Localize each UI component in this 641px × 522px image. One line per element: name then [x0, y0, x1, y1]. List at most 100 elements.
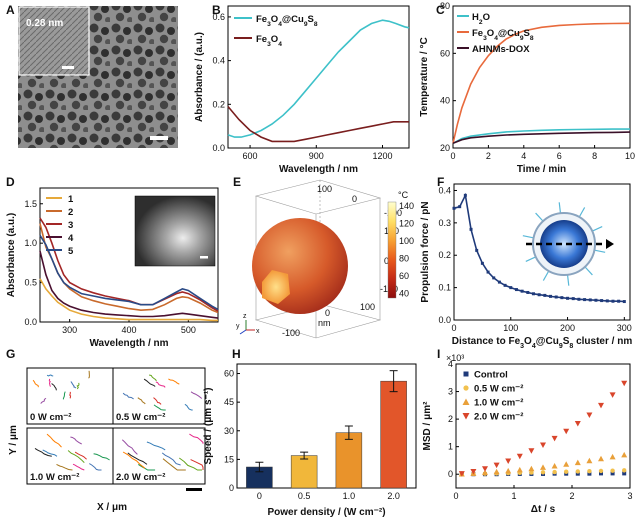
legend-marker	[463, 385, 469, 391]
legend-label: Control	[474, 370, 508, 381]
marker-2	[528, 465, 535, 472]
panel-label-a: A	[6, 3, 15, 17]
data-point	[611, 299, 615, 303]
x-tick-label: 500	[181, 325, 196, 335]
arrow-head	[606, 239, 614, 249]
x-tick-label: 1200	[372, 151, 392, 161]
marker-2	[621, 451, 628, 458]
marker-3	[609, 392, 616, 398]
trajectory-track	[34, 447, 52, 457]
g-scale-bar	[186, 488, 202, 491]
series-line-3	[39, 250, 219, 319]
data-point	[531, 292, 535, 296]
marker-3	[516, 453, 523, 460]
x-tick-label: 0	[453, 491, 458, 501]
ligand	[558, 202, 562, 215]
marker-2	[586, 457, 593, 464]
marker-0	[610, 471, 615, 476]
legend-marker	[463, 371, 469, 377]
y-axis-label: Absorbance (a.u.)	[6, 213, 17, 297]
marker-3	[621, 380, 628, 387]
legend-label: Fe3O4	[256, 34, 282, 48]
marker-3	[586, 412, 593, 418]
panel-g: G Y / μm X / μm 0 W cm⁻² 0.5 W cm⁻² 1.0 W …	[6, 347, 206, 513]
x-tick-label: 200	[560, 323, 575, 333]
y-tick-label: 0.5	[24, 278, 37, 288]
panel-label-c: C	[436, 3, 445, 17]
x-tick-label: 4	[521, 151, 526, 161]
e-tick-bottom-0: -100	[282, 328, 300, 338]
x-tick-label: 600	[243, 151, 258, 161]
trajectory-track	[161, 452, 181, 466]
trajectory-track	[153, 397, 162, 405]
marker-1	[610, 468, 615, 473]
marker-0	[622, 471, 627, 476]
series-line-0	[452, 128, 630, 145]
core	[540, 220, 588, 268]
y-tick-label: 3	[448, 387, 453, 397]
trajectory-track	[46, 374, 54, 377]
data-point	[566, 296, 570, 300]
y-tick-label: 0.4	[212, 56, 225, 66]
x-axis-label: Wavelength / nm	[89, 338, 168, 349]
y-axis-label: MSD / μm²	[422, 401, 433, 451]
g-xlabel: X / μm	[97, 502, 127, 513]
plot-frame	[227, 5, 410, 149]
marker-3	[551, 435, 558, 442]
y-tick-label: 0	[229, 483, 234, 493]
marker-2	[609, 453, 616, 460]
legend-label: Fe3O4@Cu9S8	[256, 14, 318, 28]
trajectory-track	[51, 383, 57, 391]
trajectory-track	[138, 463, 156, 471]
data-point	[600, 299, 604, 303]
trajectory-frame	[112, 367, 206, 425]
data-point	[492, 276, 496, 280]
inset-scale-text: 0.28 nm	[26, 18, 63, 29]
y-multiplier: ×10³	[446, 353, 464, 363]
g-ylabel: Y / μm	[8, 425, 19, 455]
series-line-0	[39, 278, 218, 322]
trajectory-track	[179, 457, 202, 471]
x-axis-label: Power density / (W cm⁻²)	[267, 507, 385, 518]
data-point	[475, 248, 479, 252]
trajectory-track	[184, 403, 193, 411]
legend-label: 2	[68, 207, 73, 218]
x-axis-label: Wavelength / nm	[279, 164, 358, 175]
e-tick-bottom-1: 0	[325, 308, 330, 318]
trajectory-track	[190, 391, 203, 399]
data-point	[537, 293, 541, 297]
marker-2	[540, 464, 546, 470]
trajectory-frame	[112, 427, 206, 485]
chart-f: F 0.0 0.1 0.2 0.3 0.4 0 100 200 300 Distance to Fe…	[420, 175, 632, 350]
y-tick-label: 1	[448, 442, 453, 452]
trajectory-box-0: 0 W cm⁻²	[26, 367, 120, 425]
marker-1	[622, 468, 627, 473]
panel-label-f: F	[437, 175, 444, 189]
trajectory-track	[88, 370, 90, 379]
data-point	[469, 227, 473, 231]
marker-3	[563, 428, 570, 435]
trajectory-boxes: 0 W cm⁻² 0.5 W cm⁻² 1.0 W cm⁻² 2.0 W cm⁻²	[26, 367, 206, 485]
marker-0	[587, 471, 592, 476]
marker-0	[575, 471, 580, 476]
panel-label-b: B	[212, 3, 221, 17]
plot-frame	[452, 5, 631, 149]
y-tick-label: 0.2	[212, 99, 225, 109]
x-tick-label: 1	[511, 491, 516, 501]
trajectory-track	[40, 397, 47, 404]
trajectory-track	[74, 451, 87, 460]
axis-triad: y z x	[236, 313, 260, 335]
y-tick-label: 0.4	[438, 185, 451, 195]
y-tick-label: 0	[448, 469, 453, 479]
colorbar-tick-label: 80	[399, 254, 409, 264]
y-tick-label: 80	[440, 1, 450, 11]
trajectory-track	[42, 449, 58, 457]
y-tick-label: 60	[224, 369, 234, 379]
y-tick-label: 4	[448, 359, 453, 369]
plot-frame	[453, 183, 631, 321]
data-point	[617, 299, 621, 303]
trajectory-track	[67, 450, 85, 463]
chart-h: H 0 15 30 45 60 Power density / (W cm⁻²) Speed …	[203, 347, 417, 518]
trajectory-track	[137, 397, 146, 405]
trajectory-track	[76, 382, 80, 390]
